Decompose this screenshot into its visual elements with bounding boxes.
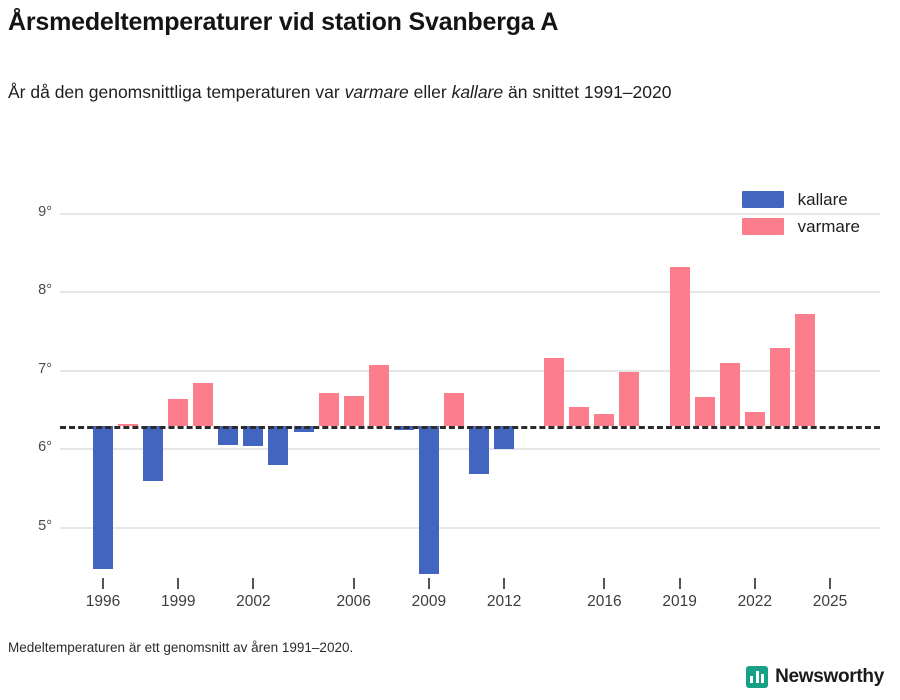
legend-swatch-varmare <box>741 218 784 235</box>
gridline <box>60 291 880 293</box>
chart-bar[interactable] <box>669 267 690 426</box>
y-axis-tick-label: 6° <box>38 439 52 455</box>
gridline <box>60 526 880 529</box>
y-axis-tick-label: 9° <box>38 203 52 220</box>
x-axis-tick <box>503 578 506 589</box>
x-axis-tick <box>102 578 104 589</box>
chart-bar[interactable] <box>694 396 715 426</box>
chart-bar[interactable] <box>469 426 490 474</box>
x-axis-tick <box>352 578 355 589</box>
legend-swatch-kallare <box>741 191 784 208</box>
x-axis-tick-label: 2009 <box>411 593 447 610</box>
brand-logo[interactable]: Newsworthy <box>746 666 884 688</box>
y-axis-tick-label: 5° <box>38 517 52 534</box>
chart-bar[interactable] <box>118 423 139 426</box>
chart-bar[interactable] <box>443 393 464 427</box>
legend-label-kallare: kallare <box>797 189 848 209</box>
x-axis-tick <box>177 578 180 589</box>
x-axis-tick-label: 2022 <box>737 593 773 610</box>
chart-bar[interactable] <box>168 398 189 426</box>
legend-item-varmare[interactable]: varmare <box>741 213 860 240</box>
chart-bar[interactable] <box>368 364 389 426</box>
gridline <box>60 369 880 372</box>
newsworthy-logo-icon <box>746 666 769 688</box>
y-axis-tick-label: 8° <box>38 282 52 298</box>
gridline <box>60 212 880 215</box>
legend-item-kallare[interactable]: kallare <box>741 186 860 213</box>
chart-bar[interactable] <box>93 426 113 569</box>
x-axis-tick <box>603 578 606 589</box>
x-axis-tick-label: 2025 <box>812 593 848 610</box>
chart-bar[interactable] <box>569 407 590 426</box>
chart-subtitle: År då den genomsnittliga temperaturen va… <box>8 78 868 107</box>
subtitle-emphasis-kallare: kallare <box>451 82 504 102</box>
chart-bar[interactable] <box>719 363 740 427</box>
x-axis-tick-label: 1996 <box>85 593 121 610</box>
x-axis-tick <box>678 578 681 589</box>
x-axis-tick <box>427 578 430 589</box>
subtitle-text-3: än snittet 1991–2020 <box>503 82 672 102</box>
legend-label-varmare: varmare <box>797 216 860 236</box>
x-axis-tick-label: 2002 <box>236 593 271 610</box>
page-title: Årsmedeltemperaturer vid station Svanber… <box>8 8 559 36</box>
x-axis-tick-label: 2006 <box>336 593 371 610</box>
x-axis-tick-label: 2019 <box>662 593 697 610</box>
subtitle-text-1: År då den genomsnittliga temperaturen va… <box>8 82 345 102</box>
chart-bar[interactable] <box>494 426 515 449</box>
chart-bar[interactable] <box>794 313 815 426</box>
x-axis-tick-label: 1999 <box>160 593 196 610</box>
y-axis-tick-label: 7° <box>38 360 52 377</box>
x-axis-tick <box>829 578 832 589</box>
chart-bar[interactable] <box>268 426 289 466</box>
chart-bar[interactable] <box>594 414 615 426</box>
subtitle-emphasis-varmare: varmare <box>344 82 409 102</box>
x-axis-tick <box>252 578 255 589</box>
x-axis-tick-label: 2012 <box>486 593 522 610</box>
chart-bar[interactable] <box>418 426 439 574</box>
x-axis-tick-label: 2016 <box>587 593 622 610</box>
chart-bar[interactable] <box>544 357 565 426</box>
chart-bar[interactable] <box>218 426 239 445</box>
chart-bar[interactable] <box>318 393 339 427</box>
chart-bar[interactable] <box>744 411 765 426</box>
chart-footnote: Medeltemperaturen är ett genomsnitt av å… <box>8 640 354 655</box>
reference-line-average <box>60 426 880 430</box>
chart-legend: kallare varmare <box>741 186 860 240</box>
subtitle-text-2: eller <box>408 82 452 102</box>
chart-bar[interactable] <box>343 396 364 427</box>
chart-bar[interactable] <box>243 426 264 447</box>
chart-bar[interactable] <box>769 347 790 427</box>
x-axis-tick <box>753 578 756 589</box>
chart-bar[interactable] <box>619 371 640 426</box>
chart-bar[interactable] <box>193 382 214 427</box>
brand-name-label: Newsworthy <box>775 666 884 687</box>
chart-bar[interactable] <box>143 426 164 481</box>
